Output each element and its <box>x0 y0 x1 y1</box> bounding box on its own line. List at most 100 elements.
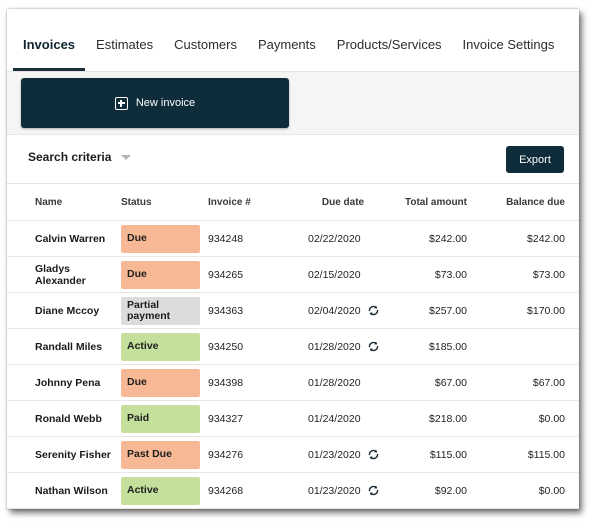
status-badge: Past Due <box>121 440 200 469</box>
table-row[interactable]: Diane Mccoy Partial payment 934363 02/04/20… <box>7 292 579 329</box>
total-amount: $115.00 <box>400 436 487 473</box>
due-date-cell: 02/04/2020 <box>286 292 400 329</box>
tab-payments[interactable]: Payments <box>257 37 316 52</box>
status-cell: Active <box>121 328 208 365</box>
total-amount: $73.00 <box>400 256 487 293</box>
status-cell: Past Due <box>121 436 208 473</box>
balance-due: $0.00 <box>487 400 579 437</box>
tab-invoices[interactable]: Invoices <box>13 35 86 71</box>
due-date-cell: 02/15/2020 <box>286 256 400 293</box>
due-date-cell: 01/28/2020 <box>286 364 400 401</box>
header-total-amount[interactable]: Total amount <box>400 184 487 221</box>
tab-products-services[interactable]: Products/Services <box>336 37 442 52</box>
customer-name[interactable]: Gladys Alexander <box>7 256 121 293</box>
table-row[interactable]: Randall Miles Active 934250 01/28/2020 $185.… <box>7 328 579 365</box>
due-date-cell: 01/24/2020 <box>286 400 400 437</box>
tab-invoice-settings[interactable]: Invoice Settings <box>462 37 555 52</box>
due-date: 02/22/2020 <box>308 232 361 245</box>
invoice-number[interactable]: 934265 <box>208 256 286 293</box>
customer-name[interactable]: Serenity Fisher <box>7 436 121 473</box>
table-row[interactable]: Nathan Wilson Active 934268 01/23/2020 $92.0… <box>7 472 579 509</box>
new-invoice-button[interactable]: New invoice <box>21 78 289 128</box>
customer-name[interactable]: Calvin Warren <box>7 220 121 257</box>
balance-due: $242.00 <box>487 220 579 257</box>
table-header-row: Name Status Invoice # Due date Total amo… <box>7 184 579 221</box>
balance-due: $0.00 <box>487 472 579 509</box>
due-date-cell: 02/22/2020 <box>286 220 400 257</box>
status-cell: Due <box>121 256 208 293</box>
export-button[interactable]: Export <box>506 146 564 173</box>
total-amount: $257.00 <box>400 292 487 329</box>
action-band: New invoice <box>7 72 579 135</box>
status-badge: Active <box>121 476 200 505</box>
invoice-number[interactable]: 934363 <box>208 292 286 329</box>
search-criteria-label: Search criteria <box>28 150 112 164</box>
status-badge: Paid <box>121 404 200 433</box>
due-date: 02/15/2020 <box>308 268 361 281</box>
header-name[interactable]: Name <box>7 184 121 221</box>
sync-icon[interactable] <box>367 304 380 317</box>
status-cell: Active <box>121 472 208 509</box>
due-date-cell: 01/28/2020 <box>286 328 400 365</box>
table-row[interactable]: Johnny Pena Due 934398 01/28/2020 $67.00 $67.… <box>7 364 579 401</box>
invoice-number[interactable]: 934248 <box>208 220 286 257</box>
status-badge: Partial payment <box>121 296 200 325</box>
invoice-number[interactable]: 934276 <box>208 436 286 473</box>
status-cell: Due <box>121 364 208 401</box>
invoice-number[interactable]: 934398 <box>208 364 286 401</box>
table-row[interactable]: Serenity Fisher Past Due 934276 01/23/2020 $… <box>7 436 579 473</box>
due-date: 01/28/2020 <box>308 340 361 353</box>
due-date-cell: 01/23/2020 <box>286 472 400 509</box>
status-cell: Due <box>121 220 208 257</box>
customer-name[interactable]: Ronald Webb <box>7 400 121 437</box>
total-amount: $67.00 <box>400 364 487 401</box>
balance-due <box>487 328 579 365</box>
invoice-number[interactable]: 934250 <box>208 328 286 365</box>
total-amount: $185.00 <box>400 328 487 365</box>
due-date: 01/23/2020 <box>308 448 361 461</box>
balance-due: $115.00 <box>487 436 579 473</box>
header-status[interactable]: Status <box>121 184 208 221</box>
table-row[interactable]: Gladys Alexander Due 934265 02/15/2020 $73.0… <box>7 256 579 293</box>
invoice-table: Name Status Invoice # Due date Total amo… <box>7 184 579 509</box>
customer-name[interactable]: Diane Mccoy <box>7 292 121 329</box>
status-cell: Partial payment <box>121 292 208 329</box>
due-date: 01/24/2020 <box>308 412 361 425</box>
total-amount: $92.00 <box>400 472 487 509</box>
due-date-cell: 01/23/2020 <box>286 436 400 473</box>
caret-down-icon <box>120 155 131 161</box>
tab-bar: Invoices Estimates Customers Payments Pr… <box>7 9 579 72</box>
customer-name[interactable]: Nathan Wilson <box>7 472 121 509</box>
new-invoice-label: New invoice <box>135 97 196 109</box>
due-date: 01/28/2020 <box>308 376 361 389</box>
total-amount: $242.00 <box>400 220 487 257</box>
plus-square-icon <box>114 96 128 110</box>
balance-due: $73.00 <box>487 256 579 293</box>
header-invoice-number[interactable]: Invoice # <box>208 184 286 221</box>
status-badge: Active <box>121 332 200 361</box>
sync-icon[interactable] <box>367 340 380 353</box>
total-amount: $218.00 <box>400 400 487 437</box>
invoices-panel: Invoices Estimates Customers Payments Pr… <box>7 9 579 509</box>
invoice-number[interactable]: 934327 <box>208 400 286 437</box>
table-row[interactable]: Calvin Warren Due 934248 02/22/2020 $242.00 $… <box>7 220 579 257</box>
invoice-number[interactable]: 934268 <box>208 472 286 509</box>
customer-name[interactable]: Randall Miles <box>7 328 121 365</box>
table-row[interactable]: Ronald Webb Paid 934327 01/24/2020 $218.00 $0… <box>7 400 579 437</box>
sync-icon[interactable] <box>367 484 380 497</box>
header-due-date[interactable]: Due date <box>286 184 400 221</box>
search-criteria-toggle[interactable]: Search criteria <box>28 150 131 164</box>
sync-icon[interactable] <box>367 448 380 461</box>
status-badge: Due <box>121 224 200 253</box>
status-badge: Due <box>121 368 200 397</box>
tab-estimates[interactable]: Estimates <box>96 37 154 52</box>
status-badge: Due <box>121 260 200 289</box>
header-balance-due[interactable]: Balance due <box>487 184 579 221</box>
balance-due: $67.00 <box>487 364 579 401</box>
due-date: 01/23/2020 <box>308 484 361 497</box>
due-date: 02/04/2020 <box>308 304 361 317</box>
balance-due: $170.00 <box>487 292 579 329</box>
customer-name[interactable]: Johnny Pena <box>7 364 121 401</box>
tab-customers[interactable]: Customers <box>174 37 237 52</box>
status-cell: Paid <box>121 400 208 437</box>
